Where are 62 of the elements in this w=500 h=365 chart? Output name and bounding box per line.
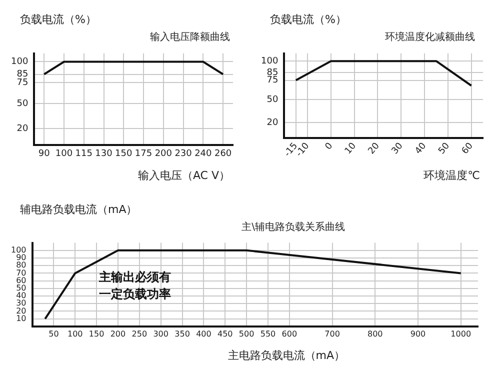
x-tick-label: 400 xyxy=(196,329,212,338)
x-tick-label: 60 xyxy=(460,141,476,156)
x-tick-label: 130 xyxy=(95,148,113,159)
y-tick-label: 70 xyxy=(16,268,26,278)
y-tick-label: 60 xyxy=(16,276,26,285)
y-axis-title: 负载电流（%） xyxy=(270,12,346,27)
x-tick-label: 230 xyxy=(174,148,192,159)
y-tick-label: 40 xyxy=(16,291,26,300)
y-tick-label: 30 xyxy=(16,298,26,308)
y-tick-label: 75 xyxy=(16,78,28,88)
x-tick-label: 250 xyxy=(132,329,148,338)
x-tick-label: 175 xyxy=(134,148,152,159)
y-tick-label: 90 xyxy=(16,253,26,262)
y-tick-label: 20 xyxy=(16,306,26,316)
y-axis-title: 辅电路负载电流（mA） xyxy=(20,202,138,217)
x-tick-label: 200 xyxy=(154,148,172,159)
x-tick-label: 20 xyxy=(366,141,382,156)
x-tick-label: 800 xyxy=(368,329,383,338)
chart-title: 环境温度化减额曲线 xyxy=(385,30,475,44)
y-tick-label: 20 xyxy=(16,124,28,134)
x-tick-label: 90 xyxy=(38,148,50,159)
x-tick-label: 450 xyxy=(217,329,233,338)
y-tick-label: 80 xyxy=(16,260,26,270)
x-tick-label: 350 xyxy=(174,329,190,338)
x-tick-label: 150 xyxy=(115,148,133,159)
x-axis-title: 输入电压（AC V） xyxy=(138,168,230,183)
x-tick-label: 100 xyxy=(55,148,73,159)
y-tick-label: 100 xyxy=(260,56,278,66)
x-tick-label: 150 xyxy=(88,329,104,338)
x-tick-label: 50 xyxy=(436,141,452,156)
x-tick-label: 240 xyxy=(194,148,212,159)
y-tick-label: 100 xyxy=(10,57,28,68)
x-tick-label: 50 xyxy=(48,329,59,338)
x-tick-label: 1000 xyxy=(450,329,472,338)
y-tick-label: 10 xyxy=(16,314,26,323)
x-tick-label: 700 xyxy=(324,329,340,338)
y-tick-label: 50 xyxy=(16,98,28,109)
x-axis-title: 主电路负载电流（mA） xyxy=(228,348,345,363)
x-tick-label: 40 xyxy=(414,141,429,156)
x-tick-label: 550 xyxy=(260,329,276,338)
y-tick-label: 50 xyxy=(16,283,26,292)
chart-title: 主\辅电路负载关系曲线 xyxy=(242,220,345,234)
y-axis-title: 负载电流（%） xyxy=(20,12,96,27)
x-tick-label: 30 xyxy=(390,141,406,156)
x-tick-label: 115 xyxy=(75,148,92,159)
y-tick-label: 50 xyxy=(266,94,278,105)
x-tick-label: 500 xyxy=(238,329,254,338)
x-tick-label: 100 xyxy=(67,329,83,338)
chart-title: 输入电压降额曲线 xyxy=(150,30,230,44)
x-tick-label: 900 xyxy=(410,329,426,338)
x-tick-label: 10 xyxy=(343,141,359,156)
y-tick-label: 20 xyxy=(266,118,278,128)
x-tick-label: 260 xyxy=(214,148,232,159)
x-tick-label: 300 xyxy=(153,329,168,338)
annotation: 主输出必须有一定负载功率 xyxy=(98,270,172,302)
x-tick-label: 600 xyxy=(282,329,298,338)
x-tick-label: 200 xyxy=(110,329,126,338)
y-tick-label: 75 xyxy=(266,76,278,86)
y-tick-label: 85 xyxy=(16,70,28,80)
y-tick-label: 100 xyxy=(10,245,26,254)
x-tick-label: 0 xyxy=(324,141,336,152)
x-axis-title: 环境温度℃ xyxy=(424,168,480,183)
